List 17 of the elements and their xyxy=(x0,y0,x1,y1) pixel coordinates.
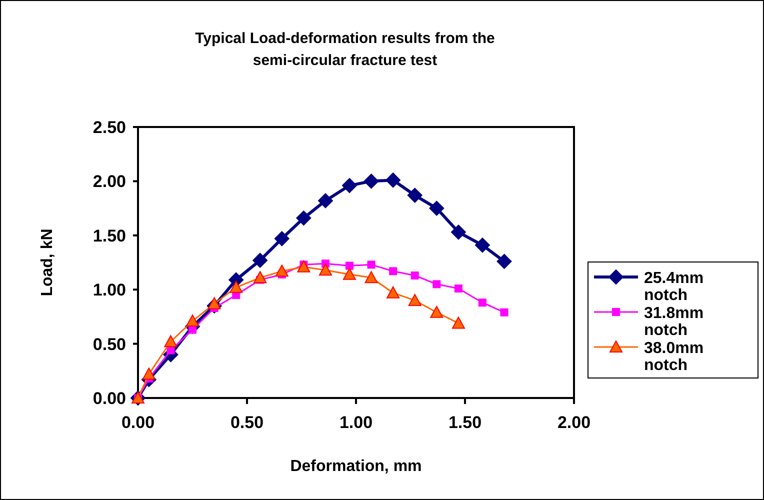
chart-title: Typical Load-deformation results from the semi-circular fracture test xyxy=(195,30,495,69)
y-tick-label: 1.50 xyxy=(92,226,126,246)
legend-label: 38.0mm notch xyxy=(644,340,704,374)
x-tick-label: 0.00 xyxy=(121,413,155,432)
y-tick-label: 2.00 xyxy=(92,172,126,192)
legend-label: 31.8mm notch xyxy=(644,305,704,339)
y-tick-label: 2.50 xyxy=(92,118,126,137)
x-axis-title: Deformation, mm xyxy=(290,458,422,475)
x-tick-label: 1.50 xyxy=(448,413,482,432)
y-axis-title: Load, kN xyxy=(39,228,56,296)
x-tick-label: 1.00 xyxy=(339,413,373,432)
x-tick-label: 0.50 xyxy=(230,413,264,432)
x-tick-label: 2.00 xyxy=(557,413,591,432)
y-tick-label: 0.50 xyxy=(92,334,126,354)
legend-label: 25.4mm notch xyxy=(644,270,704,304)
y-tick-label: 1.00 xyxy=(92,280,126,300)
y-tick-label: 0.00 xyxy=(92,389,126,408)
